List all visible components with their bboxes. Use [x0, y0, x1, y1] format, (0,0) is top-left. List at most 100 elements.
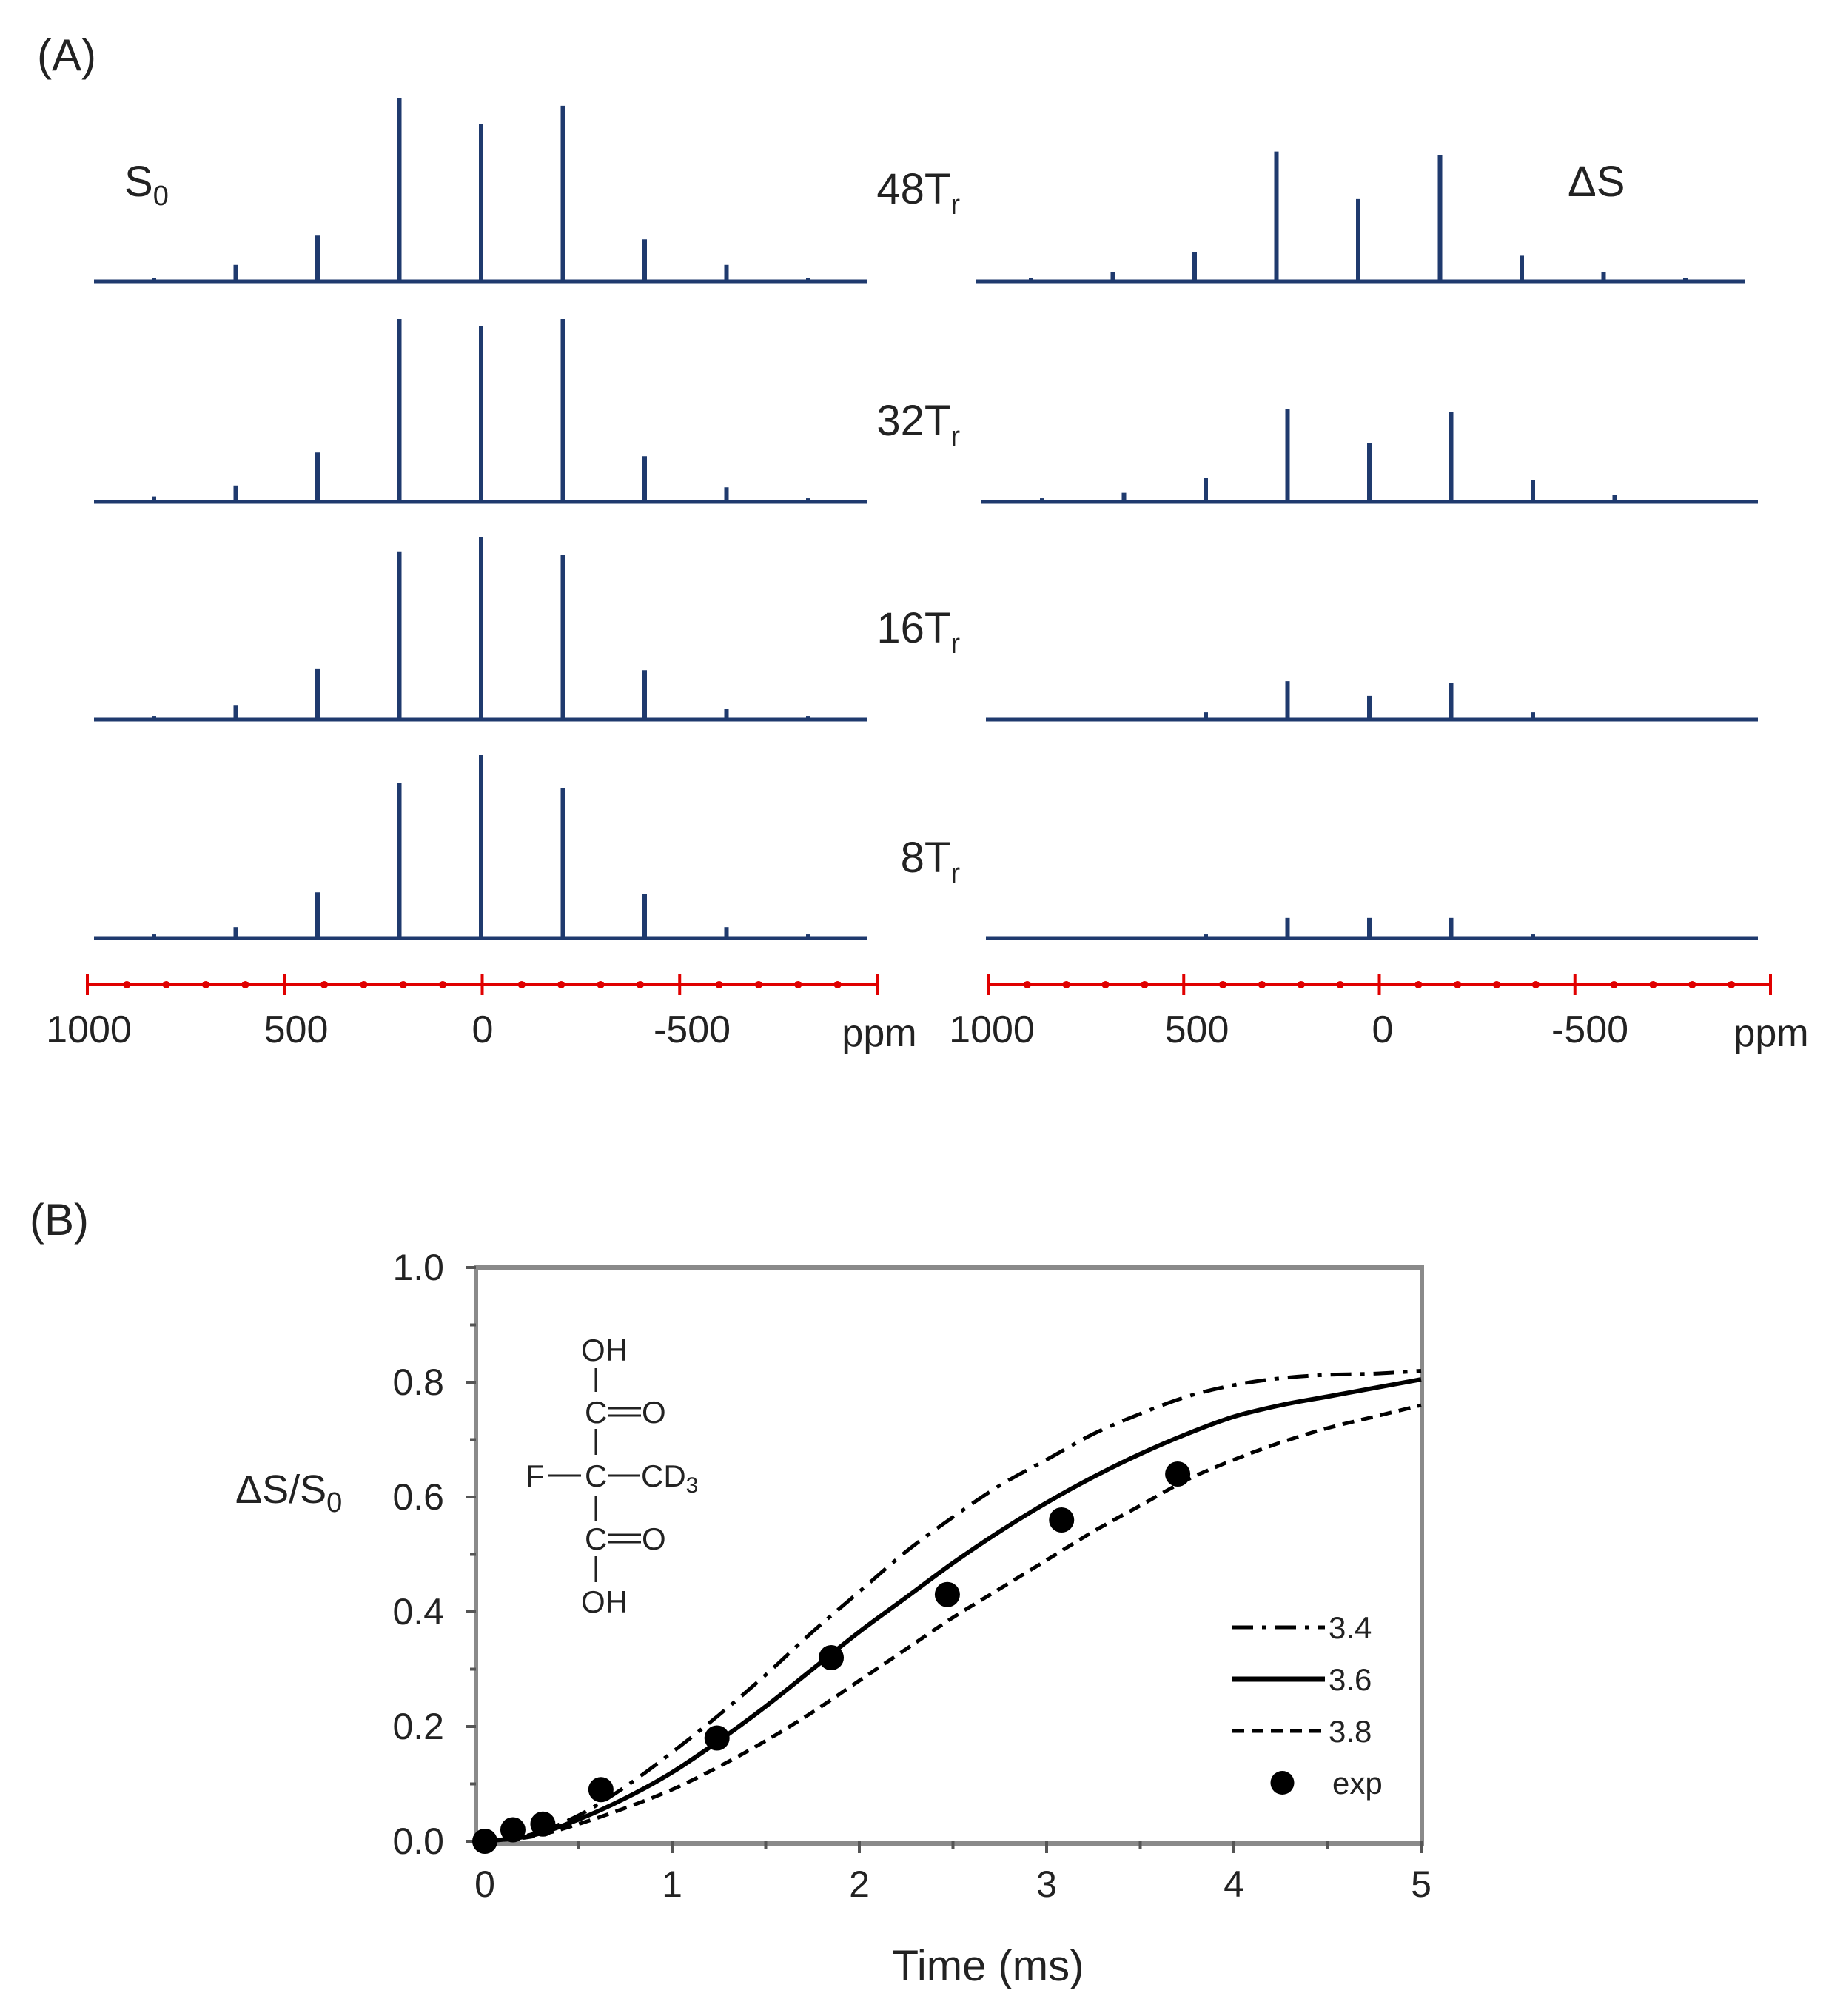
ppm-minor-tick	[1493, 981, 1501, 988]
series-line-3.6	[484, 1377, 1422, 1843]
series-lines	[484, 1369, 1422, 1843]
right-spectra-label: ΔS	[1568, 158, 1625, 206]
row-label-main: 16T	[876, 604, 950, 652]
left-spectra-label-main: S	[124, 158, 153, 206]
molecule-cd3: CD3	[641, 1459, 698, 1498]
ppm-tick-label: 0	[472, 1008, 494, 1051]
ppm-tick-label: 1000	[46, 1008, 132, 1051]
ppm-tick-label: 0	[1372, 1008, 1394, 1051]
legend-label: 3.6	[1329, 1662, 1372, 1697]
molecule-upper-c: C	[585, 1395, 607, 1430]
exp-point	[934, 1581, 960, 1607]
exp-point	[1165, 1461, 1191, 1487]
ppm-minor-tick	[1336, 981, 1344, 988]
row-label-sub: r	[950, 629, 960, 660]
ppm-minor-tick	[1141, 981, 1149, 988]
molecule-cd3-main: CD	[641, 1459, 686, 1493]
x-tick-label: 1	[662, 1863, 682, 1905]
ppm-axis-left: 1000 500 0 -500	[46, 974, 879, 1051]
ppm-minor-tick	[754, 981, 762, 988]
ppm-minor-tick	[1454, 981, 1462, 988]
x-tick-label: 0	[474, 1863, 495, 1905]
left-spectra-label: S0	[124, 158, 169, 212]
x-axis-label: Time (ms)	[893, 1942, 1084, 1990]
row-label-main: 8T	[901, 834, 951, 882]
x-tick-label: 3	[1036, 1863, 1057, 1905]
panel-b-label: (B)	[30, 1195, 89, 1245]
y-tick-label: 0.2	[392, 1706, 444, 1747]
ppm-minor-tick	[1728, 981, 1736, 988]
molecule-upper-o: O	[642, 1395, 666, 1430]
y-tick-label: 1.0	[392, 1247, 444, 1288]
ppm-tick-label: 500	[264, 1008, 329, 1051]
ppm-minor-tick	[320, 981, 329, 988]
ppm-unit-left: ppm	[842, 1012, 916, 1055]
legend: 3.4 3.6 3.8 exp	[1232, 1610, 1383, 1801]
row-label: 8Tr	[901, 834, 961, 889]
y-axis-label-sub: 0	[326, 1487, 342, 1518]
exp-point	[472, 1829, 497, 1854]
spectra-left	[94, 98, 867, 940]
ppm-minor-tick	[517, 981, 526, 988]
exp-point	[1049, 1507, 1075, 1533]
legend-label: 3.4	[1329, 1610, 1372, 1645]
ppm-minor-tick	[399, 981, 407, 988]
axis-ticks: 0 1 2 3 4 5 0.0 0.2 0.4 0.6 0.8 1.0	[392, 1247, 1431, 1905]
row-label: 16Tr	[876, 604, 960, 660]
ppm-minor-tick	[1688, 981, 1696, 988]
ppm-minor-tick	[360, 981, 368, 988]
y-axis-label: ΔS/S0	[235, 1467, 342, 1518]
y-axis-label-main: ΔS/S	[235, 1467, 326, 1512]
exp-point	[819, 1645, 845, 1670]
ppm-minor-tick	[1610, 981, 1618, 988]
ppm-axis-right: 1000 500 0 -500	[949, 974, 1772, 1051]
ppm-minor-tick	[557, 981, 565, 988]
molecule-bottom-oh: OH	[581, 1584, 628, 1619]
ppm-minor-tick	[202, 981, 210, 988]
y-tick-label: 0.6	[392, 1476, 444, 1518]
series-line-3.4	[484, 1369, 1422, 1843]
ppm-minor-tick	[597, 981, 605, 988]
row-label-sub: r	[950, 858, 960, 889]
ppm-minor-tick	[123, 981, 131, 988]
y-tick-label: 0.0	[392, 1821, 444, 1862]
left-spectra-label-sub: 0	[153, 181, 169, 212]
ppm-minor-tick	[1297, 981, 1305, 988]
row-label: 48Tr	[876, 165, 960, 221]
ppm-minor-tick	[833, 981, 842, 988]
panel-a-label: (A)	[37, 30, 96, 80]
ppm-minor-tick	[1101, 981, 1110, 988]
exp-point	[588, 1777, 614, 1803]
exp-points	[472, 1461, 1191, 1854]
series-line-3.8	[484, 1403, 1422, 1843]
ppm-minor-tick	[1649, 981, 1657, 988]
row-label-sub: r	[950, 421, 960, 452]
row-label-main: 48T	[876, 165, 950, 213]
ppm-minor-tick	[241, 981, 249, 988]
legend-label: 3.8	[1329, 1714, 1372, 1749]
molecule-lower-c: C	[585, 1521, 607, 1556]
ppm-minor-tick	[1414, 981, 1423, 988]
exp-point	[704, 1725, 730, 1751]
row-label-sub: r	[950, 190, 960, 221]
molecule-lower-o: O	[642, 1521, 666, 1556]
ppm-minor-tick	[1258, 981, 1266, 988]
y-tick-label: 0.8	[392, 1362, 444, 1403]
y-tick-label: 0.4	[392, 1591, 444, 1632]
molecule-top-oh: OH	[581, 1333, 628, 1367]
molecule-center-c: C	[585, 1459, 607, 1493]
ppm-minor-tick	[1219, 981, 1227, 988]
ppm-minor-tick	[636, 981, 644, 988]
legend-label: exp	[1332, 1766, 1383, 1801]
exp-point	[530, 1811, 556, 1837]
row-label-main: 32T	[876, 397, 950, 445]
ppm-unit-right: ppm	[1733, 1012, 1808, 1055]
ppm-tick-label: -500	[1551, 1008, 1628, 1051]
ppm-tick-label: 1000	[949, 1008, 1035, 1051]
ppm-minor-tick	[1531, 981, 1540, 988]
row-label: 32Tr	[876, 397, 960, 452]
spectra-right	[976, 151, 1758, 940]
ppm-minor-tick	[439, 981, 447, 988]
